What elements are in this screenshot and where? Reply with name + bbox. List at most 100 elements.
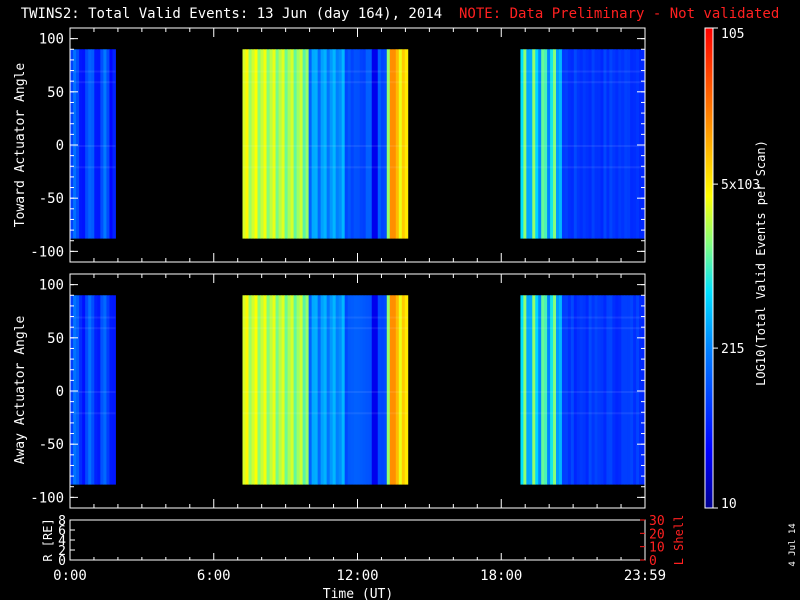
heatmap-column	[269, 49, 273, 239]
heatmap-column	[106, 49, 110, 239]
heatmap-band	[242, 327, 408, 330]
heatmap-column	[591, 295, 595, 485]
heatmap-column	[344, 49, 349, 239]
heatmap-column	[547, 295, 551, 485]
heatmap-column	[97, 295, 101, 485]
heatmap-band	[242, 145, 408, 147]
heatmap-column	[558, 295, 563, 485]
heatmap-column	[248, 295, 252, 485]
heatmap-column	[532, 295, 536, 485]
ytick-label-away: 0	[56, 384, 64, 400]
heatmap-column	[97, 49, 101, 239]
heatmap-band	[70, 327, 116, 330]
heatmap-band	[520, 316, 645, 319]
ytick-label-r: 2	[58, 544, 66, 559]
heatmap-block-toward	[242, 49, 409, 239]
heatmap-column	[550, 49, 554, 239]
heatmap-column	[290, 295, 294, 485]
xtick-label: 0:00	[53, 568, 87, 584]
heatmap-column	[266, 295, 270, 485]
heatmap-column	[615, 49, 619, 239]
colorbar-tick-label: 10	[721, 497, 737, 512]
heatmap-column	[359, 295, 364, 485]
heatmap-column	[570, 49, 575, 239]
heatmap-column	[320, 295, 325, 485]
heatmap-band	[242, 70, 408, 73]
heatmap-column	[558, 49, 563, 239]
heatmap-column	[389, 295, 394, 485]
heatmap-column	[618, 295, 622, 485]
heatmap-column	[329, 295, 334, 485]
heatmap-column	[573, 295, 578, 485]
heatmap-column	[633, 295, 637, 485]
heatmap-column	[314, 49, 319, 239]
heatmap-column	[538, 295, 542, 485]
heatmap-column	[383, 49, 388, 239]
heatmap-column	[368, 49, 373, 239]
ytick-label-toward: 100	[39, 32, 64, 48]
heatmap-column	[338, 49, 343, 239]
heatmap-column	[386, 49, 391, 239]
title-note: NOTE: Data Preliminary - Not validated	[459, 6, 780, 22]
heatmap-band	[70, 391, 116, 393]
heatmap-column	[582, 295, 587, 485]
heatmap-column	[311, 49, 316, 239]
heatmap-column	[293, 295, 298, 485]
ylabel-lshell: L Shell	[672, 515, 686, 566]
heatmap-column	[70, 49, 74, 239]
colorbar-tick-label: 215	[721, 342, 744, 357]
heatmap-column	[529, 49, 533, 239]
heatmap-column	[275, 49, 279, 239]
ytick-label-lshell: 30	[649, 514, 665, 529]
ytick-label-r: 6	[58, 524, 66, 539]
heatmap-column	[597, 295, 601, 485]
heatmap-column	[350, 49, 355, 239]
heatmap-column	[368, 295, 373, 485]
heatmap-column	[109, 295, 113, 485]
ytick-label-away: 50	[47, 331, 64, 347]
heatmap-column	[389, 49, 394, 239]
ytick-label-r: 4	[58, 534, 66, 549]
heatmap-column	[335, 295, 340, 485]
heatmap-column	[639, 49, 643, 239]
heatmap-column	[594, 295, 598, 485]
heatmap-column	[573, 49, 578, 239]
heatmap-column	[323, 295, 328, 485]
heatmap-column	[612, 295, 616, 485]
heatmap-column	[609, 49, 613, 239]
heatmap-column	[630, 295, 634, 485]
heatmap-column	[401, 49, 406, 239]
xtick-label: 12:00	[336, 568, 378, 584]
heatmap-band	[520, 327, 645, 330]
heatmap-column	[242, 295, 246, 485]
heatmap-column	[251, 295, 255, 485]
xtick-label: 6:00	[197, 568, 231, 584]
heatmap-column	[91, 49, 95, 239]
heatmap-column	[606, 295, 610, 485]
heatmap-column	[550, 295, 554, 485]
heatmap-column	[347, 295, 352, 485]
heatmap-column	[308, 49, 313, 239]
heatmap-column	[380, 295, 385, 485]
heatmap-column	[70, 295, 74, 485]
heatmap-column	[332, 49, 337, 239]
heatmap-column	[639, 295, 643, 485]
heatmap-column	[591, 49, 595, 239]
heatmap-column	[520, 49, 524, 239]
heatmap-column	[556, 49, 560, 239]
heatmap-column	[561, 49, 566, 239]
heatmap-column	[305, 295, 310, 485]
heatmap-column	[582, 49, 587, 239]
heatmap-column	[523, 295, 527, 485]
heatmap-column	[630, 49, 634, 239]
heatmap-column	[263, 49, 267, 239]
heatmap-column	[260, 295, 264, 485]
title-main: TWINS2: Total Valid Events: 13 Jun (day …	[20, 6, 443, 22]
heatmap-column	[254, 295, 258, 485]
heatmap-column	[112, 49, 116, 239]
heatmap-column	[82, 295, 86, 485]
side-date: 4 Jul 14	[788, 523, 798, 566]
heatmap-column	[100, 295, 104, 485]
heatmap-column	[588, 295, 593, 485]
heatmap-column	[94, 295, 98, 485]
